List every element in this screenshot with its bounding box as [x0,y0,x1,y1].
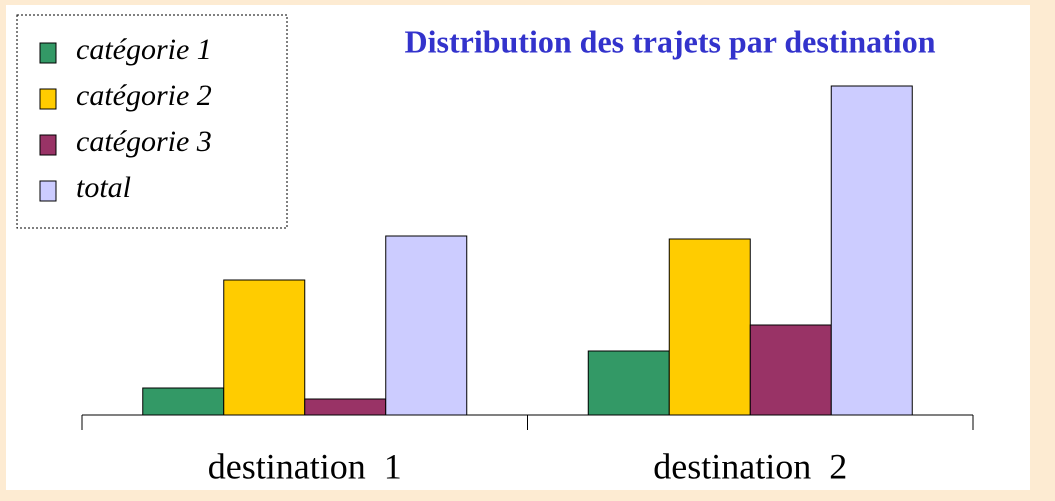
legend-swatch [39,180,57,202]
legend-label: total [76,171,131,204]
bar [749,324,832,416]
bar [142,387,225,416]
legend-box [16,14,288,229]
bar [668,238,751,416]
x-tick-label: destination 2 [653,446,847,486]
legend-label: catégorie 2 [76,79,212,112]
bar [587,350,670,416]
legend-swatch [39,88,57,110]
bar [830,85,913,416]
legend-label: catégorie 3 [76,125,212,158]
bar [385,235,468,416]
legend-swatch [39,42,57,64]
bar [223,279,306,416]
legend-label: catégorie 1 [76,33,212,66]
legend-swatch [39,134,57,156]
bar [304,398,387,416]
chart-title: Distribution des trajets par destination [405,23,936,59]
x-tick-label: destination 1 [208,446,402,486]
